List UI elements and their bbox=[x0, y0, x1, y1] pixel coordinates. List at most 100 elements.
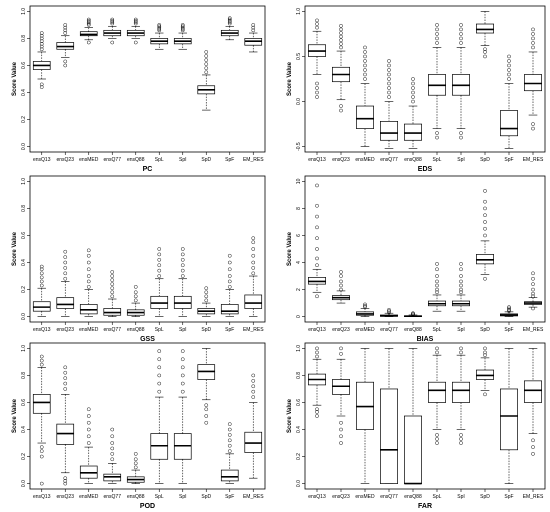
outlier-point bbox=[180, 263, 185, 268]
box-ensQ77 bbox=[103, 427, 122, 484]
y-tick-label: 0.8 bbox=[296, 372, 302, 379]
outlier-point bbox=[411, 90, 415, 95]
outlier-point bbox=[227, 20, 232, 25]
x-axis-label: EDS bbox=[418, 166, 433, 173]
outlier-point bbox=[86, 267, 91, 272]
outlier-point bbox=[507, 72, 511, 77]
outlier-point bbox=[459, 267, 463, 272]
plot-frame bbox=[304, 175, 546, 323]
outlier-point bbox=[110, 286, 115, 291]
x-tick-label: SpI bbox=[457, 494, 465, 500]
x-tick-label: ensQ88 bbox=[127, 327, 145, 333]
outlier-point bbox=[110, 294, 115, 299]
box-SpI bbox=[452, 262, 470, 312]
outlier-point bbox=[387, 90, 391, 95]
outlier-point bbox=[157, 268, 162, 273]
outlier-point bbox=[157, 252, 162, 257]
y-tick-label: 0.6 bbox=[21, 232, 27, 239]
outlier-point bbox=[315, 350, 319, 355]
outlier-point bbox=[339, 434, 343, 439]
outlier-point bbox=[133, 461, 138, 466]
outlier-point bbox=[459, 135, 463, 140]
outlier-point bbox=[39, 82, 44, 87]
outlier-point bbox=[435, 131, 439, 135]
x-tick-label: ensQ23 bbox=[332, 327, 350, 333]
outlier-point bbox=[339, 420, 343, 425]
x-tick-label: ensQ77 bbox=[380, 157, 398, 163]
box-ensQ77 bbox=[380, 308, 398, 317]
outlier-point bbox=[63, 63, 68, 68]
outlier-point bbox=[39, 36, 44, 41]
outlier-point bbox=[339, 279, 343, 284]
box-ensQ88 bbox=[404, 348, 422, 485]
outlier-point bbox=[39, 39, 44, 43]
outlier-point bbox=[204, 54, 209, 58]
outlier-point bbox=[363, 63, 367, 68]
outlier-point bbox=[459, 279, 463, 284]
outlier-point bbox=[251, 23, 256, 27]
outlier-point bbox=[507, 54, 511, 59]
outlier-point bbox=[459, 32, 463, 36]
outlier-point bbox=[39, 47, 44, 52]
outlier-point bbox=[483, 353, 487, 357]
outlier-point bbox=[411, 86, 415, 90]
outlier-point bbox=[63, 370, 68, 375]
outlier-point bbox=[133, 298, 138, 303]
box-ensQ23 bbox=[56, 23, 75, 68]
outlier-point bbox=[531, 306, 535, 311]
outlier-point bbox=[315, 354, 319, 359]
outlier-point bbox=[459, 433, 463, 437]
outlier-point bbox=[157, 349, 162, 353]
x-tick-label: ensQ23 bbox=[56, 157, 74, 163]
iqr-box bbox=[380, 388, 398, 484]
outlier-point bbox=[180, 23, 185, 27]
y-tick-label: 1.0 bbox=[21, 8, 27, 15]
y-tick-label: 0.6 bbox=[296, 399, 302, 406]
outlier-point bbox=[39, 283, 44, 288]
y-tick-label: 0.6 bbox=[21, 62, 27, 69]
outlier-point bbox=[507, 77, 511, 81]
outlier-point bbox=[110, 274, 115, 278]
y-tick-label: 0.8 bbox=[21, 372, 27, 379]
outlier-point bbox=[531, 287, 535, 292]
outlier-point bbox=[251, 240, 256, 245]
outlier-point bbox=[110, 19, 115, 23]
outlier-point bbox=[339, 270, 343, 274]
box-ensMED bbox=[356, 302, 374, 317]
outlier-point bbox=[387, 95, 391, 99]
outlier-point bbox=[315, 407, 319, 412]
box-SpD bbox=[476, 189, 494, 281]
y-tick-label: 10 bbox=[296, 178, 302, 184]
x-tick-label: ensQ88 bbox=[404, 157, 422, 163]
outlier-point bbox=[483, 233, 487, 238]
outlier-point bbox=[387, 68, 391, 72]
x-tick-label: SpI bbox=[179, 494, 187, 500]
box-SpL bbox=[150, 247, 169, 317]
box-SpD bbox=[476, 11, 494, 59]
x-tick-label: SpI bbox=[457, 327, 465, 333]
outlier-point bbox=[387, 59, 391, 63]
outlier-point bbox=[180, 24, 185, 29]
box-SpF bbox=[220, 422, 239, 484]
x-tick-label: ensQ13 bbox=[308, 157, 326, 163]
y-tick-label: 0.0 bbox=[296, 98, 302, 105]
plot-frame bbox=[29, 342, 266, 490]
outlier-point bbox=[435, 441, 439, 445]
box-ensQ77 bbox=[103, 270, 122, 317]
outlier-point bbox=[363, 68, 367, 72]
outlier-point bbox=[227, 438, 232, 443]
outlier-point bbox=[110, 282, 115, 286]
outlier-point bbox=[86, 19, 91, 23]
x-tick-label: SpD bbox=[480, 157, 490, 163]
outlier-point bbox=[133, 465, 138, 470]
outlier-point bbox=[157, 23, 162, 27]
box-ensQ13 bbox=[32, 354, 51, 486]
x-tick-label: EM_RES bbox=[523, 157, 544, 163]
x-tick-label: ensQ13 bbox=[308, 327, 326, 333]
outlier-point bbox=[507, 309, 511, 314]
outlier-point bbox=[204, 66, 209, 71]
box-EM_RES bbox=[244, 23, 263, 53]
box-ensQ77 bbox=[103, 17, 122, 45]
y-tick-label: -0.5 bbox=[296, 142, 302, 151]
outlier-point bbox=[39, 354, 44, 359]
